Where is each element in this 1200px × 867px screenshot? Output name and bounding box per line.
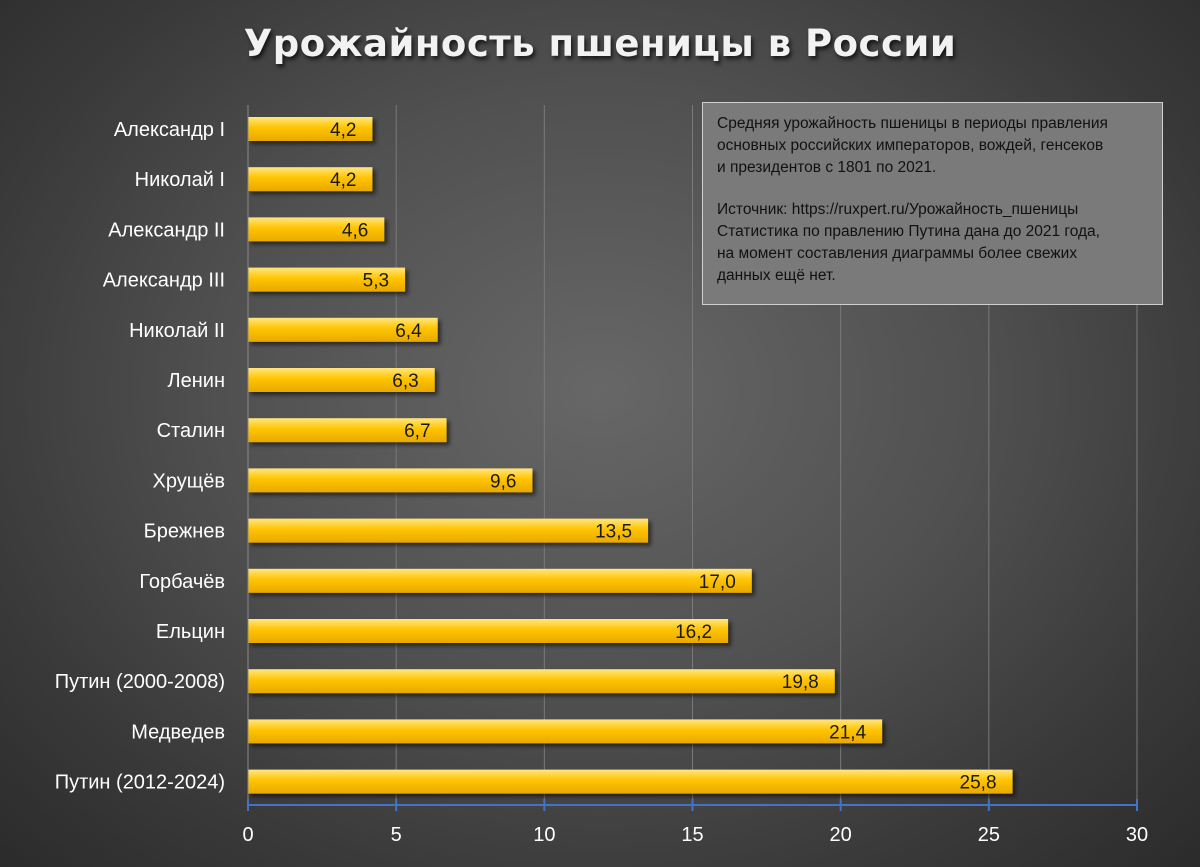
category-label: Медведев [131,721,225,743]
category-label: Путин (2000-2008) [55,671,225,693]
x-tick-label: 20 [830,824,852,846]
bar [248,619,729,643]
category-label: Хрущёв [153,470,225,492]
info-note: Средняя урожайность пшеницы в периоды пр… [702,102,1163,305]
category-label: Александр II [108,219,225,241]
bar [248,167,373,192]
bar [248,418,447,443]
category-label: Александр I [114,119,225,141]
bar [248,518,649,543]
bar [248,317,438,342]
note-source-line-1: Источник: https://ruxpert.ru/Урожайность… [717,201,1079,218]
data-label: 16,2 [675,622,712,643]
data-label: 6,4 [395,321,422,342]
data-label: 17,0 [699,572,736,593]
bars [248,117,1013,794]
category-label: Ленин [167,370,225,392]
axes [247,105,1138,811]
category-label: Николай II [129,320,225,342]
category-label: Горбачёв [139,571,225,593]
data-label: 13,5 [595,522,632,543]
data-label: 4,2 [330,170,356,191]
category-label: Сталин [157,420,225,442]
note-source-line-2: Статистика по правлению Путина дана до 2… [717,223,1100,240]
category-label: Брежнев [144,521,225,543]
bar [248,568,752,593]
x-tick-label: 15 [681,824,703,846]
note-line-2: основных российских императоров, вождей,… [717,137,1104,154]
data-label: 5,3 [363,271,389,292]
data-label: 9,6 [490,471,516,492]
x-tick-label: 0 [242,824,253,846]
bar [248,217,385,242]
bar [248,267,406,292]
chart-title: Урожайность пшеницы в России [243,22,957,65]
data-label: 6,7 [404,421,430,442]
category-label: Николай I [135,169,225,191]
labels: Александр I 4,2 Николай I 4,2 Александр II 4,… [55,119,1148,846]
bar [248,719,883,744]
data-label: 4,2 [330,120,356,141]
data-label: 21,4 [829,722,866,743]
x-tick-label: 10 [533,824,555,846]
x-tick-label: 25 [978,824,1000,846]
bar [248,769,1013,794]
note-source-line-4: данных ещё нет. [717,267,836,284]
data-label: 6,3 [392,371,418,392]
x-tick-label: 30 [1126,824,1148,846]
bar [248,117,373,141]
bar [248,368,435,392]
category-label: Путин (2012-2024) [55,772,225,794]
data-label: 4,6 [342,220,368,241]
data-label: 19,8 [782,672,819,693]
x-tick-label: 5 [391,824,402,846]
note-line-1: Средняя урожайность пшеницы в периоды пр… [717,115,1108,132]
bar [248,468,533,493]
data-label: 25,8 [960,773,997,794]
category-label: Александр III [103,270,225,292]
category-label: Ельцин [156,621,225,643]
note-source-line-3: на момент составления диаграммы более св… [717,245,1078,262]
note-line-3: и президентов с 1801 по 2021. [717,159,937,176]
note-spacer [717,179,1152,199]
bar [248,669,835,694]
